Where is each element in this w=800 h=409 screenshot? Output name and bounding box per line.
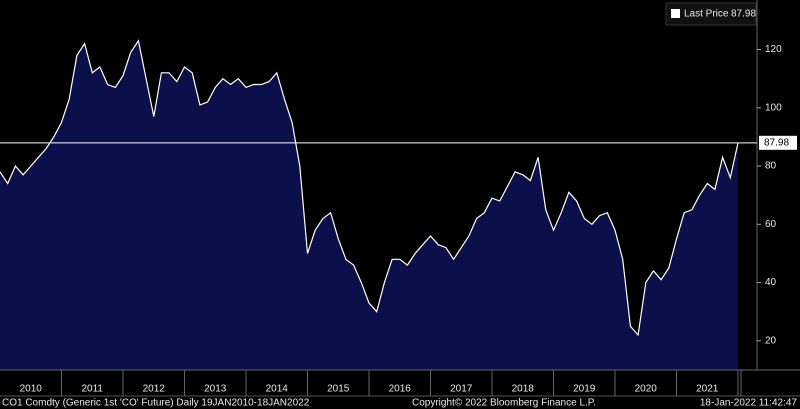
x-tick-label: 2020 <box>635 384 658 395</box>
y-tick-label: 100 <box>765 102 782 113</box>
legend-box <box>665 2 757 26</box>
x-tick-label: 2018 <box>512 384 535 395</box>
y-tick-label: 20 <box>765 336 777 347</box>
x-tick-label: 2021 <box>696 384 719 395</box>
footer-timestamp: 18-Jan-2022 11:42:47 <box>700 398 798 409</box>
y-tick-label: 80 <box>765 161 777 172</box>
x-tick-label: 2010 <box>20 384 43 395</box>
x-tick-label: 2013 <box>204 384 227 395</box>
x-tick-label: 2012 <box>143 384 166 395</box>
x-tick-label: 2016 <box>389 384 412 395</box>
area <box>0 40 738 371</box>
legend-label: Last Price <box>684 9 729 20</box>
footer-copyright: Copyright© 2022 Bloomberg Finance L.P. <box>412 398 596 409</box>
legend-value: 87.98 <box>731 9 756 20</box>
x-tick-label: 2019 <box>573 384 596 395</box>
y-tick-label: 60 <box>765 219 777 230</box>
x-tick-label: 2015 <box>327 384 350 395</box>
last-price-label: 87.98 <box>764 137 789 148</box>
y-tick-label: 120 <box>765 44 782 55</box>
legend-swatch <box>671 9 680 18</box>
x-tick-label: 2014 <box>266 384 289 395</box>
footer-source: CO1 Comdty (Generic 1st 'CO' Future) Dai… <box>2 398 310 409</box>
plot-area <box>0 39 739 371</box>
last-price-box <box>759 135 797 150</box>
line <box>0 39 739 337</box>
x-tick-label: 2017 <box>450 384 473 395</box>
x-tick-label: 2011 <box>81 384 103 395</box>
y-tick-label: 40 <box>765 277 777 288</box>
